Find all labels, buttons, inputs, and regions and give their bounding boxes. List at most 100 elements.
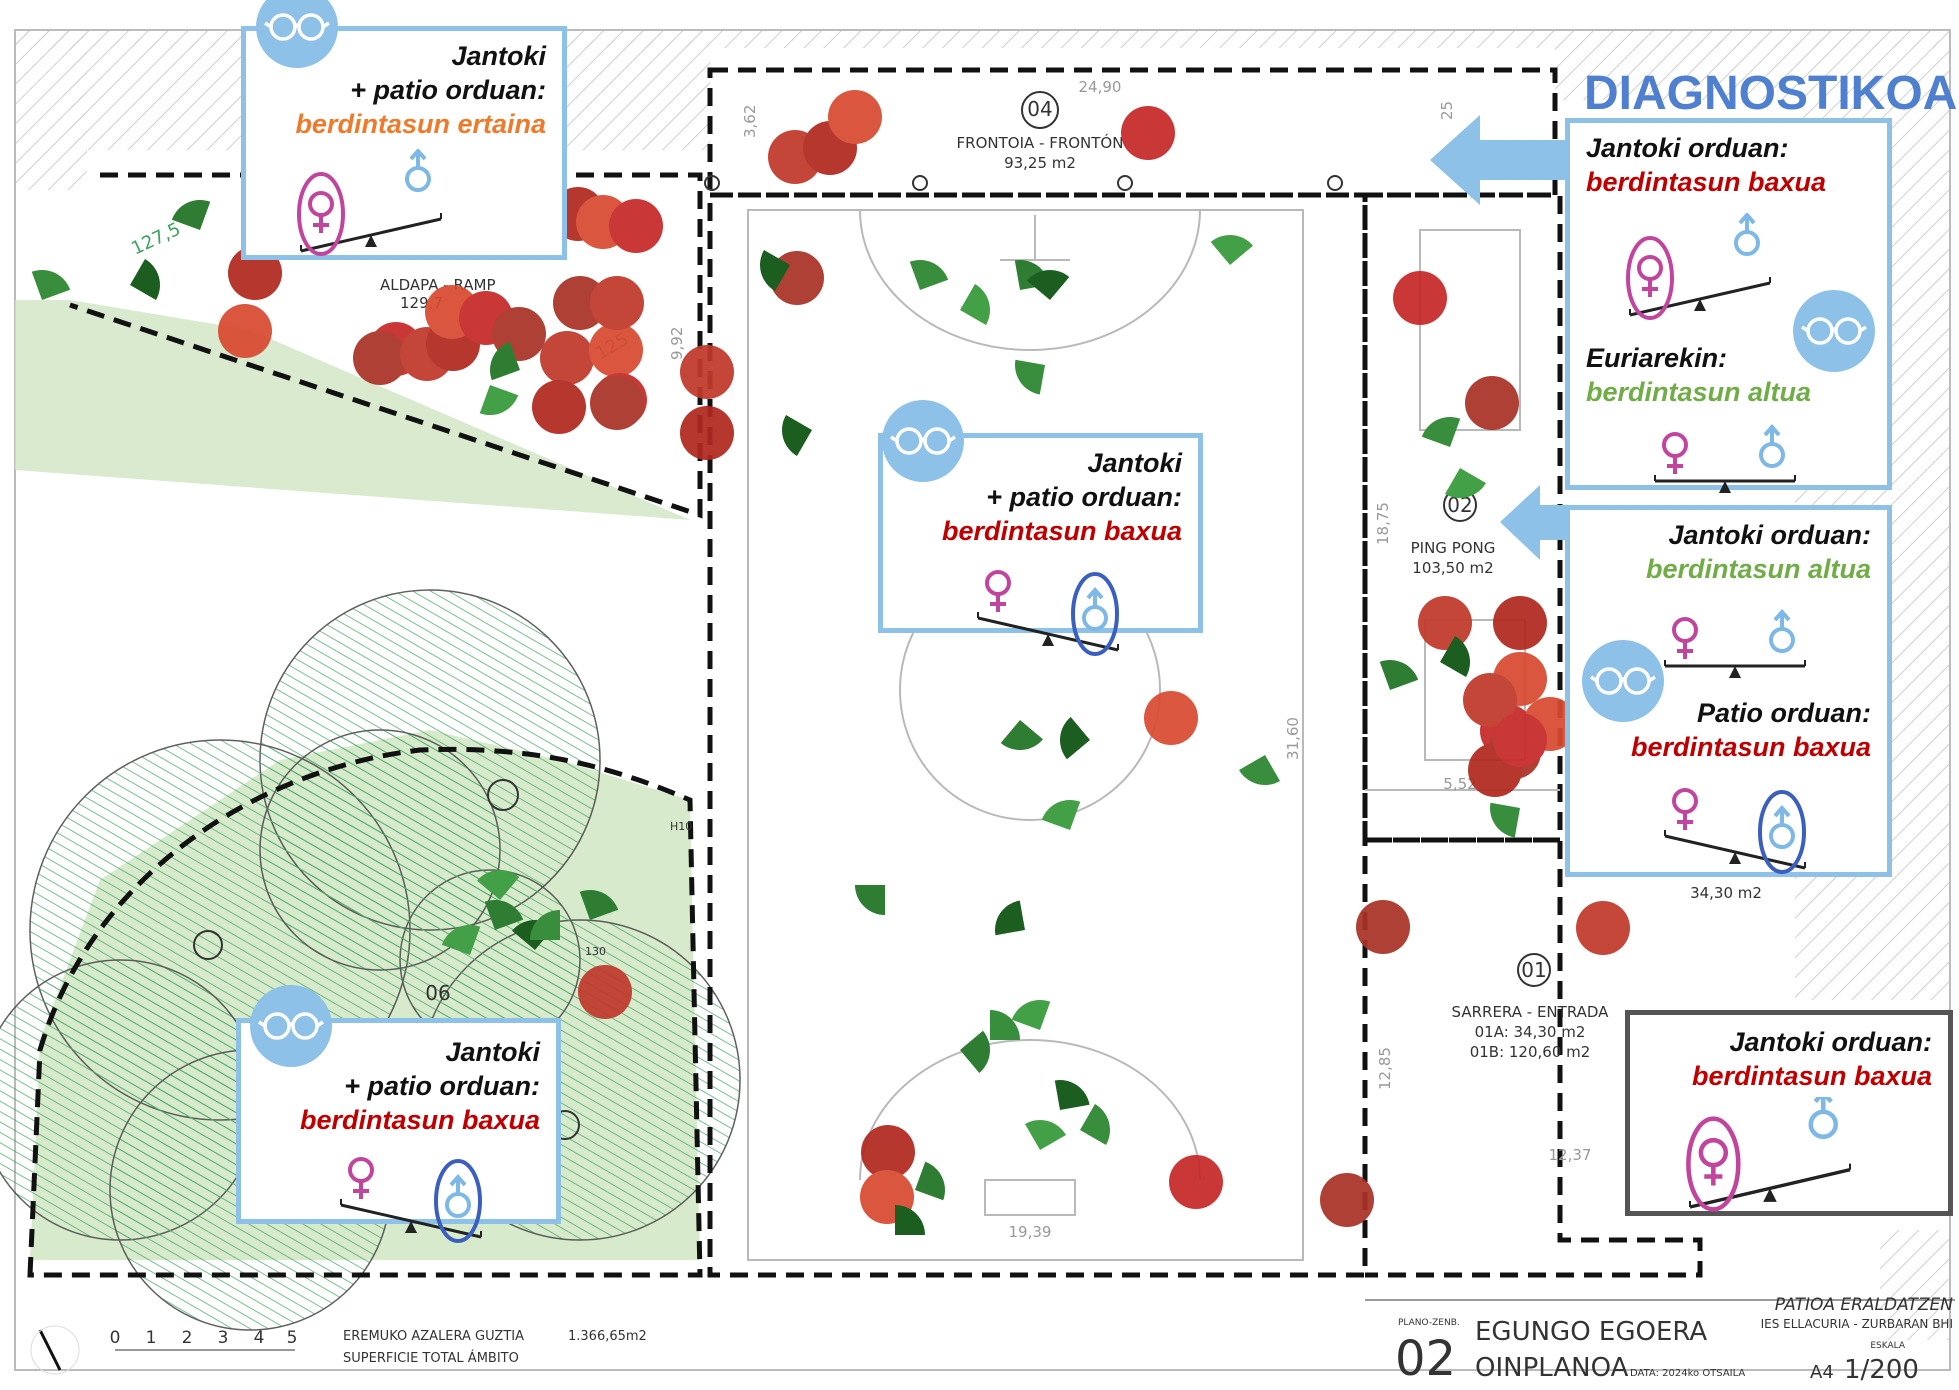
svg-text:93,25 m2: 93,25 m2: [1004, 154, 1076, 172]
girl-marker: [1320, 1173, 1374, 1227]
boy-marker: [1490, 802, 1520, 838]
boy-marker: [960, 284, 990, 325]
card-equality-level: berdintasun baxua: [299, 1105, 540, 1135]
boy-marker: [530, 910, 560, 940]
card-line-1: Jantoki: [1087, 448, 1182, 478]
boy-marker: [1060, 717, 1090, 760]
card-equality-level: berdintasun altua: [1645, 554, 1871, 584]
girl-marker: [590, 376, 644, 430]
boy-marker: [1041, 800, 1081, 830]
diagnosis-title: DIAGNOSTIKOA: [1584, 67, 1958, 120]
boy-marker: [1015, 359, 1045, 395]
svg-text:1.366,65m2: 1.366,65m2: [568, 1329, 647, 1344]
male-symbol-icon: [1759, 423, 1785, 468]
svg-text:4: 4: [254, 1328, 265, 1348]
info-card-pingpong: Jantoki orduan: berdintasun altua Patio …: [1565, 505, 1892, 877]
glasses-icon: [882, 400, 964, 482]
female-symbol-icon: [985, 570, 1011, 612]
boy-marker: [855, 885, 885, 915]
card-line-2: + patio orduan:: [350, 75, 546, 105]
svg-text:5,52: 5,52: [1443, 775, 1476, 793]
card-line-1: Jantoki orduan:: [1729, 1027, 1932, 1057]
boy-marker: [1027, 270, 1070, 300]
boy-marker: [1239, 755, 1280, 785]
svg-text:103,50 m2: 103,50 m2: [1412, 559, 1493, 577]
svg-text:ESKALA: ESKALA: [1870, 1341, 1906, 1351]
card-line-3: Euriarekin:: [1586, 343, 1728, 373]
boy-marker: [1210, 235, 1253, 265]
info-card-entrance: Jantoki orduan: berdintasun baxua: [1625, 1010, 1953, 1216]
boy-marker: [1000, 720, 1043, 750]
svg-text:127,5: 127,5: [128, 219, 184, 260]
card-line-2: + patio orduan:: [986, 482, 1182, 512]
boy-marker: [1445, 468, 1486, 498]
girl-marker: [1356, 900, 1410, 954]
male-symbol-icon: [1082, 586, 1108, 631]
girl-marker: [1463, 673, 1517, 727]
female-symbol-icon: [1698, 1137, 1729, 1186]
female-symbol-icon: [1637, 255, 1663, 297]
zone-outlines: [27, 67, 1703, 1278]
svg-text:A4: A4: [1810, 1362, 1834, 1383]
card-equality-level-patio: berdintasun baxua: [1630, 732, 1871, 762]
svg-text:OINPLANOA: OINPLANOA: [1475, 1353, 1629, 1383]
svg-text:24,90: 24,90: [1079, 78, 1122, 96]
seesaw-icon: [296, 147, 446, 259]
card-equality-level: berdintasun baxua: [1586, 167, 1827, 197]
boy-marker: [1011, 1000, 1051, 1030]
girl-marker: [1418, 596, 1472, 650]
svg-text:04: 04: [1027, 97, 1052, 121]
svg-text:0: 0: [110, 1328, 121, 1348]
svg-text:01A: 34,30 m2: 01A: 34,30 m2: [1475, 1023, 1586, 1041]
card-line-3: Patio orduan:: [1697, 698, 1871, 728]
card-line-2: + patio orduan:: [344, 1071, 540, 1101]
card-line-1: Jantoki orduan:: [1668, 520, 1871, 550]
female-symbol-icon: [1662, 432, 1688, 474]
girl-marker: [1493, 596, 1547, 650]
north-arrow-icon: [30, 1325, 80, 1375]
glasses-icon: [1793, 290, 1875, 372]
svg-text:H10: H10: [670, 820, 692, 833]
girl-marker: [578, 965, 632, 1019]
seesaw-icon: [1660, 598, 1810, 678]
svg-text:5: 5: [287, 1328, 298, 1348]
scale-bar: 0 1 2 3 4 5: [110, 1328, 298, 1351]
svg-text:3: 3: [218, 1328, 229, 1348]
boy-marker: [579, 890, 619, 920]
svg-text:06: 06: [425, 981, 450, 1005]
girl-marker: [540, 331, 594, 385]
female-symbol-icon: [1672, 788, 1698, 830]
boy-marker: [1025, 1120, 1066, 1150]
female-symbol-icon: [308, 191, 334, 233]
card-equality-level-rain: berdintasun altua: [1586, 377, 1812, 407]
card-equality-level: berdintasun baxua: [941, 516, 1182, 546]
boy-marker: [1421, 417, 1461, 447]
girl-marker: [1493, 713, 1547, 767]
girl-marker: [590, 276, 644, 330]
girl-markers: [218, 90, 1630, 1227]
svg-text:1/200: 1/200: [1844, 1355, 1919, 1385]
svg-text:18,75: 18,75: [1374, 502, 1392, 545]
svg-text:01B: 120,60 m2: 01B: 120,60 m2: [1470, 1043, 1591, 1061]
boy-marker: [479, 385, 519, 415]
boy-marker: [782, 415, 812, 456]
male-symbol-icon: [1734, 211, 1760, 256]
girl-marker: [1169, 1155, 1223, 1209]
boy-marker: [130, 259, 160, 300]
girl-marker: [353, 331, 407, 385]
svg-text:34,30 m2: 34,30 m2: [1690, 884, 1762, 902]
boy-marker: [1054, 1080, 1090, 1110]
svg-text:SARRERA - ENTRADA: SARRERA - ENTRADA: [1452, 1003, 1610, 1021]
svg-text:FRONTOIA - FRONTÓN: FRONTOIA - FRONTÓN: [957, 133, 1124, 152]
svg-text:12,37: 12,37: [1549, 1146, 1592, 1164]
glasses-icon: [1582, 640, 1664, 722]
girl-marker: [861, 1125, 915, 1179]
svg-text:EGUNGO EGOERA: EGUNGO EGOERA: [1475, 1317, 1707, 1347]
card-line-1: Jantoki: [445, 1037, 540, 1067]
boy-marker: [490, 341, 520, 381]
girl-marker: [680, 406, 734, 460]
svg-text:130: 130: [585, 945, 606, 958]
girl-marker: [1393, 271, 1447, 325]
svg-text:25: 25: [1438, 101, 1456, 120]
boy-marker: [909, 260, 949, 290]
